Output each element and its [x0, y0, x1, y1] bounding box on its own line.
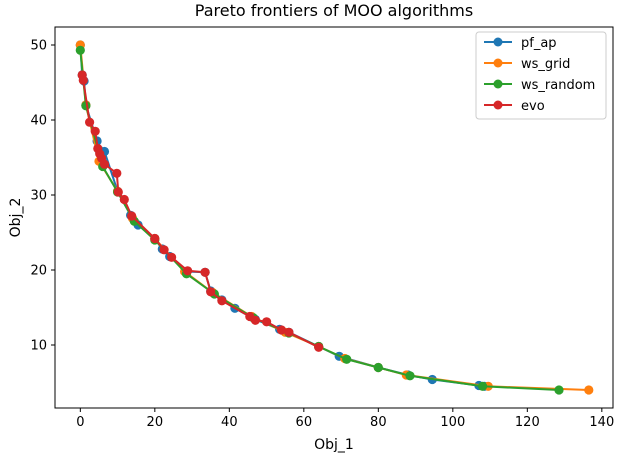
data-point-evo	[78, 75, 88, 85]
data-point-ws-random	[75, 45, 85, 55]
data-point-evo	[200, 267, 210, 277]
data-point-evo	[99, 159, 110, 169]
data-point-evo	[112, 168, 122, 178]
x-tick-label: 80	[370, 415, 387, 430]
data-point-evo	[119, 194, 129, 205]
legend-marker-ws-random	[493, 79, 503, 89]
data-point-ws-random	[554, 385, 564, 395]
data-point-evo	[90, 126, 100, 136]
x-tick-label: 0	[76, 415, 84, 430]
chart-title: Pareto frontiers of MOO algorithms	[195, 1, 473, 20]
data-point-evo	[206, 287, 216, 297]
legend-label-ws-random: ws_random	[521, 78, 595, 93]
data-point-evo	[217, 296, 227, 306]
legend-label-pf-ap: pf_ap	[521, 36, 557, 51]
x-tick-label: 40	[221, 415, 238, 430]
y-tick-label: 50	[30, 39, 47, 54]
x-tick-label: 120	[515, 415, 540, 430]
x-tick-label: 100	[440, 415, 465, 430]
data-point-evo	[250, 315, 260, 325]
data-point-evo	[183, 266, 193, 276]
data-point-evo	[284, 327, 294, 337]
axis-ticks: 0 20 40 60 80 100 120 140 10 20 30 40 50	[30, 39, 614, 431]
legend: pf_ap ws_grid ws_random evo	[475, 31, 607, 120]
x-tick-label: 60	[296, 415, 313, 430]
data-point-ws-random	[373, 362, 383, 373]
data-point-evo	[159, 245, 169, 255]
y-tick-label: 20	[30, 264, 47, 279]
data-point-evo	[276, 325, 287, 335]
data-point-ws-random	[342, 354, 352, 364]
y-axis-label: Obj_2	[8, 198, 24, 238]
data-point-evo	[127, 211, 137, 221]
plot-frame	[54, 26, 614, 409]
legend-label-evo: evo	[521, 99, 545, 114]
legend-marker-ws-grid	[493, 58, 503, 68]
legend-marker-evo	[493, 100, 503, 110]
data-point-evo	[262, 317, 272, 327]
data-point-ws-grid	[584, 385, 594, 395]
x-axis-label: Obj_1	[314, 437, 354, 453]
data-point-evo	[167, 252, 177, 262]
series-layer	[75, 40, 594, 395]
data-point-ws-random	[405, 371, 415, 381]
data-point-evo	[113, 187, 123, 197]
data-point-evo	[150, 233, 160, 244]
data-point-evo	[85, 117, 95, 127]
legend-box	[475, 31, 607, 120]
legend-marker-pf-ap	[493, 37, 503, 47]
y-tick-label: 10	[30, 339, 47, 354]
x-tick-label: 140	[589, 415, 614, 430]
legend-label-ws-grid: ws_grid	[521, 57, 570, 72]
y-tick-label: 30	[30, 189, 47, 204]
y-tick-label: 40	[30, 114, 47, 129]
data-point-ws-random	[478, 381, 488, 391]
data-point-evo	[314, 342, 324, 352]
series-evo	[77, 70, 324, 352]
series-line-ws-random	[79, 50, 560, 391]
x-tick-label: 20	[147, 415, 164, 430]
